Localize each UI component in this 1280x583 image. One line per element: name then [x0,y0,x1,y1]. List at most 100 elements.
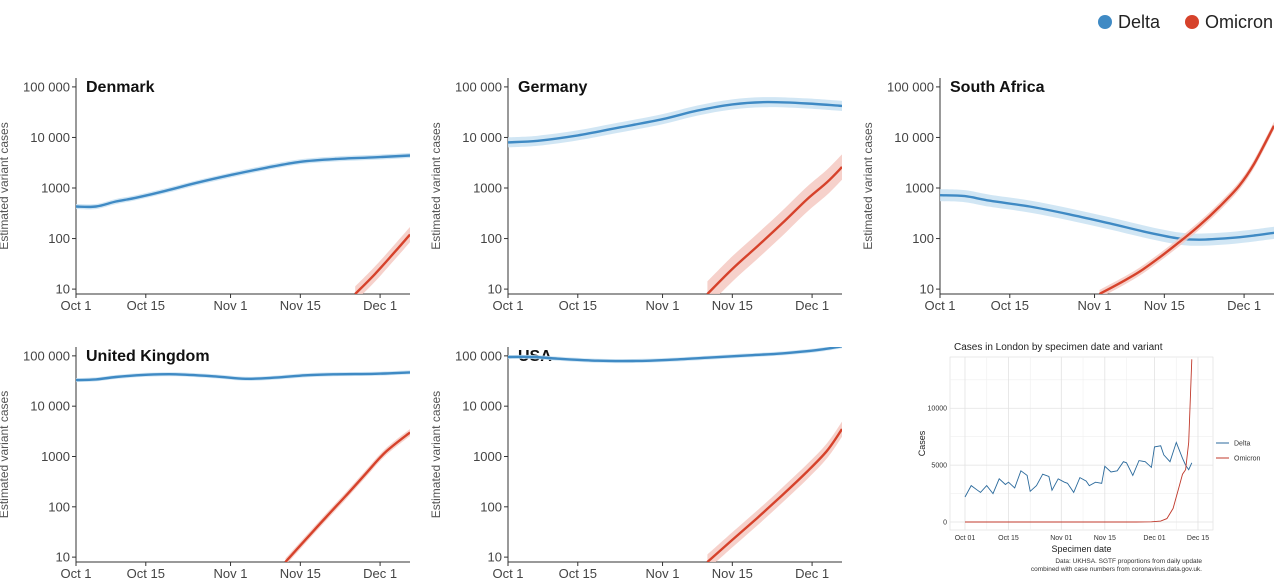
y-tick-label: 1000 [473,449,502,464]
plot-area [940,121,1274,294]
y-tick-label: 100 000 [23,79,70,94]
x-tick-label: Oct 15 [127,566,165,581]
y-axis-label: Estimated variant cases [0,391,11,518]
omicron-series-line [284,431,410,562]
x-tick-label: Oct 15 [998,535,1019,542]
y-tick-label: 0 [943,520,947,527]
plot-area [76,152,410,294]
y-tick-label: 10 000 [894,130,934,145]
omicron-series-line [354,233,410,294]
delta-series-line [508,347,842,363]
panel-title: United Kingdom [86,348,210,365]
omicron-confidence-band [707,154,842,294]
x-tick-label: Oct 1 [60,298,91,313]
omicron-series-line [965,359,1193,523]
y-tick-label: 10000 [928,406,948,413]
london-plot-background [949,356,1214,531]
y-tick-label: 10 [488,550,502,565]
y-tick-label: 100 [48,231,70,246]
panel-title: Germany [518,79,587,96]
delta-series-line [964,441,1193,498]
x-tick-label: Nov 15 [280,298,321,313]
panel-london: Cases in London by specimen date and var… [917,342,1261,573]
delta-series-line [76,371,410,382]
x-tick-label: Dec 1 [363,566,397,581]
y-tick-label: 10 [56,550,70,565]
y-tick-label: 5000 [931,463,947,470]
y-axis-label: Estimated variant cases [429,122,443,249]
x-tick-label: Nov 15 [1094,535,1116,542]
x-tick-label: Dec 1 [795,566,829,581]
x-tick-label: Nov 15 [280,566,321,581]
x-tick-label: Nov 1 [646,298,680,313]
x-tick-label: Oct 15 [127,298,165,313]
source-note: Data: UKHSA. SGTF proportions from daily… [1055,558,1202,565]
omicron-series-line [1098,125,1274,294]
y-tick-label: 10 000 [30,130,70,145]
y-axis-label: Estimated variant cases [429,391,443,518]
delta-confidence-band [76,152,410,210]
x-tick-label: Nov 1 [214,566,248,581]
x-tick-label: Oct 15 [991,298,1029,313]
omicron-confidence-band [1099,121,1274,294]
panel-denmark: 10 100 1000 10 000 100 000 Oct 1 Oct 15 Nov 1 No… [0,78,410,313]
omicron-series-line [706,166,842,294]
legend: Delta Omicron [1098,12,1273,32]
omicron-confidence-band [285,429,410,562]
x-tick-label: Oct 1 [492,566,523,581]
delta-series-line [508,100,842,144]
delta-confidence-band [508,347,842,364]
y-axis-label: Estimated variant cases [0,122,11,249]
source-note: combined with case numbers from coronavi… [1031,566,1202,573]
x-tick-label: Oct 1 [492,298,523,313]
delta-confidence-band [508,97,842,148]
delta-confidence-band [940,189,1274,246]
panel-title: South Africa [950,79,1045,96]
panel-south-africa: 10 100 1000 10 000 100 000 Oct 1 Oct 15 Nov 1 No… [861,78,1274,313]
plot-area [508,97,842,294]
london-chart-title: Cases in London by specimen date and var… [954,342,1163,353]
london-legend: Delta Omicron [1216,441,1261,463]
x-tick-label: Nov 01 [1050,535,1072,542]
x-tick-label: Nov 1 [646,566,680,581]
x-tick-label: Dec 15 [1187,535,1209,542]
x-axis-label: Specimen date [1051,544,1111,554]
y-tick-label: 10 000 [30,399,70,414]
y-tick-label: 100 [480,499,502,514]
y-tick-label: 10 000 [462,399,502,414]
x-tick-label: Dec 1 [1227,298,1261,313]
x-tick-label: Oct 15 [559,566,597,581]
y-axis-label: Cases [917,430,927,456]
x-tick-label: Nov 1 [214,298,248,313]
panel-usa: 10 100 1000 10 000 100 000 Oct 1 Oct 15 Nov 1 No… [429,347,842,581]
omicron-confidence-band [707,421,842,562]
y-tick-label: 10 [920,282,934,297]
delta-series-line [76,154,410,209]
legend-omicron-marker [1185,15,1199,29]
legend-label: Delta [1234,441,1250,448]
y-tick-label: 100 000 [887,79,934,94]
x-tick-label: Oct 1 [924,298,955,313]
legend-label: Omicron [1234,456,1261,463]
legend-omicron-label: Omicron [1205,12,1273,32]
omicron-confidence-band [355,227,410,294]
y-tick-label: 1000 [41,449,70,464]
y-tick-label: 100 [480,231,502,246]
x-tick-label: Nov 1 [1078,298,1112,313]
x-tick-label: Dec 01 [1143,535,1165,542]
x-tick-label: Nov 15 [712,298,753,313]
y-tick-label: 100 000 [23,348,70,363]
y-tick-label: 100 000 [455,79,502,94]
y-tick-label: 1000 [41,181,70,196]
y-tick-label: 100 [912,231,934,246]
x-tick-label: Nov 15 [712,566,753,581]
y-tick-label: 100 [48,499,70,514]
x-tick-label: Nov 15 [1144,298,1185,313]
y-tick-label: 10 000 [462,130,502,145]
x-tick-label: Dec 1 [795,298,829,313]
delta-series-line [940,194,1274,241]
y-tick-label: 1000 [905,181,934,196]
y-tick-label: 10 [488,282,502,297]
